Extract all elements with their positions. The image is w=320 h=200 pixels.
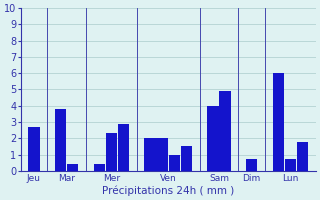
Bar bbox=[156, 138, 168, 171]
Bar bbox=[55, 109, 66, 171]
Bar bbox=[144, 138, 156, 171]
Bar bbox=[246, 159, 257, 171]
X-axis label: Précipitations 24h ( mm ): Précipitations 24h ( mm ) bbox=[102, 185, 234, 196]
Bar bbox=[67, 164, 78, 171]
Bar bbox=[297, 142, 308, 171]
Bar bbox=[94, 164, 105, 171]
Bar bbox=[180, 146, 192, 171]
Bar bbox=[285, 159, 296, 171]
Bar bbox=[118, 124, 129, 171]
Bar bbox=[219, 91, 231, 171]
Bar bbox=[169, 155, 180, 171]
Bar bbox=[207, 106, 219, 171]
Bar bbox=[106, 133, 117, 171]
Bar bbox=[273, 73, 284, 171]
Bar bbox=[28, 127, 40, 171]
